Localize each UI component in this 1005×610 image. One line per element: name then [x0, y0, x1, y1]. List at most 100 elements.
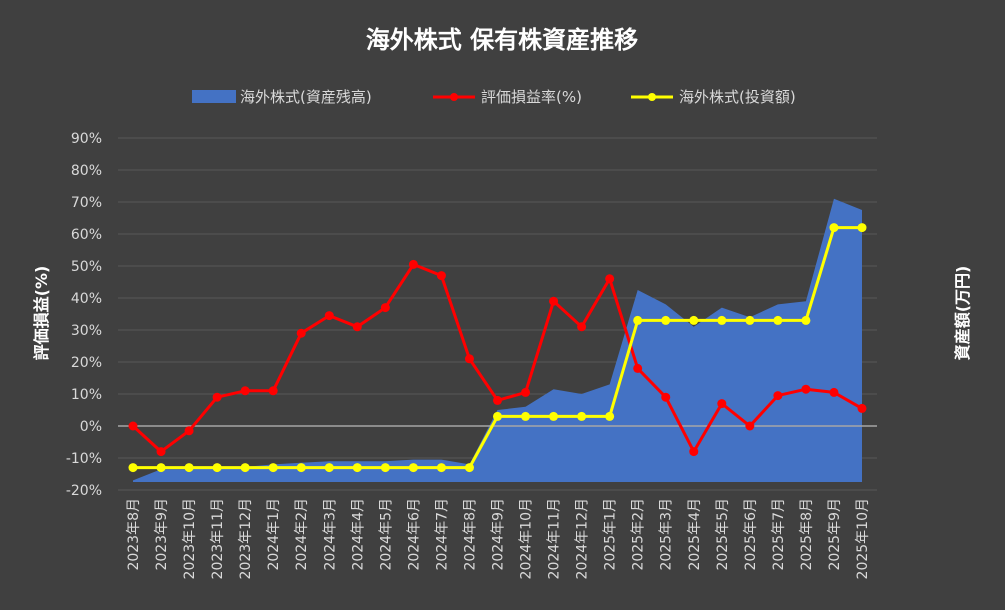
data-point-invested [380, 463, 390, 473]
data-point-pnl-rate [633, 363, 643, 373]
y-tick-label: 10% [71, 387, 102, 403]
data-point-invested [352, 463, 362, 473]
data-point-invested [156, 463, 166, 473]
data-point-pnl-rate [240, 386, 250, 396]
legend-marker-invested [648, 93, 656, 101]
legend: 海外株式(資産残高) 評価損益率(%) 海外株式(投資額) [192, 88, 796, 106]
data-point-invested [717, 315, 727, 325]
data-point-invested [577, 411, 587, 421]
y-tick-label: -20% [66, 483, 102, 499]
data-point-invested [436, 463, 446, 473]
data-point-invested [801, 315, 811, 325]
x-tick-label: 2025年10月 [855, 498, 871, 579]
y-tick-label: 50% [71, 259, 102, 275]
legend-label-invested: 海外株式(投資額) [679, 88, 796, 106]
data-point-pnl-rate [296, 328, 306, 338]
x-tick-label: 2025年7月 [771, 498, 787, 571]
x-axis-ticks: 2023年8月 2023年9月 2023年10月 2023年11月 2023年12月 20… [126, 498, 871, 579]
legend-label-asset-balance: 海外株式(資産残高) [240, 88, 372, 106]
data-point-pnl-rate [212, 392, 222, 402]
x-tick-label: 2024年6月 [406, 498, 422, 571]
data-point-pnl-rate [436, 271, 446, 281]
x-tick-label: 2025年6月 [743, 498, 759, 571]
x-tick-label: 2024年11月 [547, 498, 563, 579]
data-point-invested [773, 315, 783, 325]
y-tick-label: 30% [71, 323, 102, 339]
x-tick-label: 2024年12月 [575, 498, 591, 579]
data-point-invested [661, 315, 671, 325]
x-tick-label: 2023年10月 [182, 498, 198, 579]
data-point-pnl-rate [717, 399, 727, 409]
y-tick-label: 20% [71, 355, 102, 371]
legend-label-pnl-rate: 評価損益率(%) [481, 88, 582, 106]
x-tick-label: 2024年9月 [491, 498, 507, 571]
line-series-layer [128, 223, 867, 473]
data-point-pnl-rate [521, 387, 531, 397]
data-point-invested [240, 463, 250, 473]
gridlines [118, 137, 877, 491]
data-point-invested [128, 463, 138, 473]
data-point-pnl-rate [352, 322, 362, 332]
data-point-pnl-rate [464, 354, 474, 364]
y-tick-label: 0% [80, 419, 102, 435]
data-point-pnl-rate [801, 384, 811, 394]
data-point-pnl-rate [857, 403, 867, 413]
data-point-pnl-rate [408, 259, 418, 269]
data-point-pnl-rate [493, 395, 502, 405]
y-tick-label: 40% [71, 291, 102, 307]
data-point-pnl-rate [829, 387, 839, 397]
x-tick-label: 2025年2月 [631, 498, 647, 571]
data-point-pnl-rate [184, 426, 194, 436]
data-point-invested [296, 463, 306, 473]
x-tick-label: 2024年5月 [378, 498, 394, 571]
x-tick-label: 2025年1月 [603, 498, 619, 571]
data-point-invested [549, 411, 559, 421]
y-tick-label: 90% [71, 131, 102, 147]
data-point-invested [464, 463, 474, 473]
area-series-asset-balance [133, 198, 862, 483]
data-point-invested [857, 223, 867, 233]
data-point-invested [521, 411, 531, 421]
x-tick-label: 2024年7月 [434, 498, 450, 571]
x-tick-label: 2025年3月 [659, 498, 675, 571]
x-tick-label: 2024年10月 [519, 498, 535, 579]
data-point-invested [605, 411, 615, 421]
x-tick-label: 2024年8月 [462, 498, 478, 571]
data-point-invested [745, 315, 755, 325]
data-point-invested [268, 463, 278, 473]
data-point-pnl-rate [661, 392, 671, 402]
data-point-pnl-rate [549, 296, 559, 306]
data-point-invested [689, 315, 699, 325]
data-point-invested [212, 463, 222, 473]
x-tick-label: 2023年9月 [154, 498, 170, 571]
x-tick-label: 2023年12月 [238, 498, 254, 579]
data-point-invested [829, 223, 839, 233]
data-point-pnl-rate [773, 391, 783, 401]
y-tick-label: 80% [71, 163, 102, 179]
data-point-pnl-rate [268, 386, 278, 396]
x-tick-label: 2025年9月 [827, 498, 843, 571]
x-tick-label: 2025年5月 [715, 498, 731, 571]
data-point-pnl-rate [577, 322, 587, 332]
data-point-invested [184, 463, 194, 473]
data-point-pnl-rate [745, 421, 755, 431]
area-series-layer [133, 198, 862, 483]
x-tick-label: 2024年2月 [294, 498, 310, 571]
y-axis-left-title: 評価損益(%) [32, 266, 51, 361]
x-tick-label: 2025年4月 [687, 498, 703, 571]
legend-swatch-asset-balance [192, 90, 236, 103]
data-point-pnl-rate [324, 311, 334, 321]
x-tick-label: 2024年1月 [266, 498, 282, 571]
y-tick-label: 70% [71, 195, 102, 211]
data-point-pnl-rate [605, 274, 615, 284]
data-point-invested [633, 315, 643, 325]
data-point-invested [408, 463, 418, 473]
y-tick-label: -10% [66, 451, 102, 467]
legend-marker-pnl-rate [450, 93, 458, 101]
y-tick-label: 60% [71, 227, 102, 243]
x-tick-label: 2023年11月 [210, 498, 226, 579]
x-tick-label: 2024年3月 [322, 498, 338, 571]
data-point-invested [324, 463, 334, 473]
